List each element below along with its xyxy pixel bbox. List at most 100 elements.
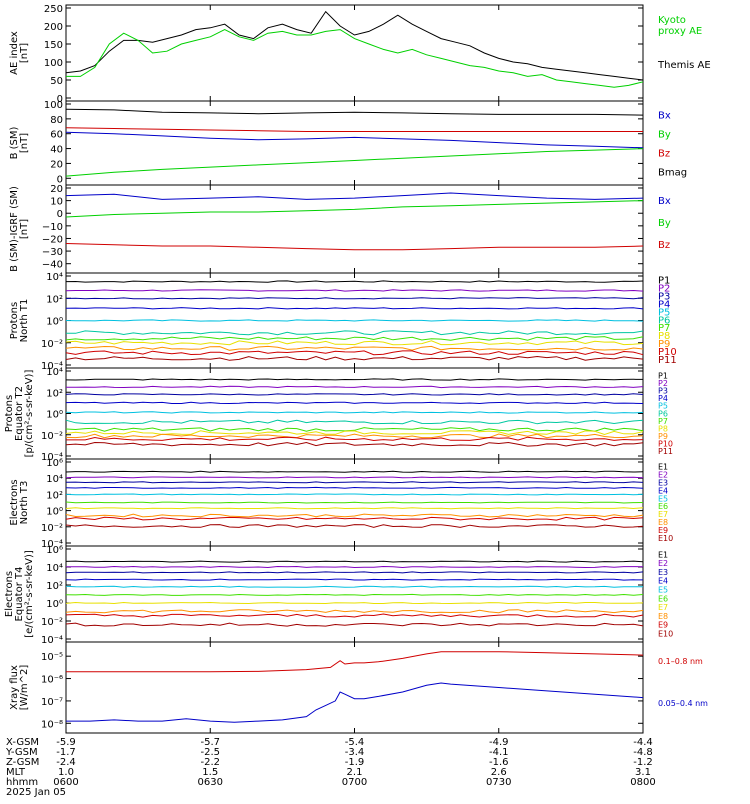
panel-6-legend-e1: E1 <box>658 463 668 472</box>
panel-8-ytick-label: 10⁻⁸ <box>41 719 63 730</box>
panel-6-legend-e2: E2 <box>658 471 668 480</box>
panel-4-legend-p2: P2 <box>658 284 670 295</box>
panel-8-ylabel: Xray flux <box>9 665 20 710</box>
panel-3-ylabel: B (SM)-IGRF (SM) <box>9 186 20 272</box>
panel-4-legend-p3: P3 <box>658 292 670 303</box>
panel-1-ytick-label: 0 <box>57 94 63 105</box>
panel-4-ytick-label: 10⁻² <box>41 339 63 350</box>
panel-4-ytick-label: 10⁴ <box>46 272 63 283</box>
footer-hhmm-value: 0630 <box>198 777 223 788</box>
panel-5-series-p11 <box>65 441 644 447</box>
panel-8-legend-0-1-0-8-nm: 0.1–0.8 nm <box>658 657 703 666</box>
panel-4-series-p9 <box>65 345 644 351</box>
panel-8-frame <box>65 641 644 734</box>
panel-1-ytick-label: 150 <box>44 40 63 51</box>
panel-6-legend-e6: E6 <box>658 502 668 511</box>
panel-6-series-e7 <box>65 507 644 510</box>
panel-3-ytick-label: 0 <box>57 209 63 220</box>
panel-1-ylabel: AE index <box>9 31 20 75</box>
panel-7-ylabel: [e/(cm²-s-sr-keV)] <box>24 550 35 638</box>
panel-5-legend-p9: P9 <box>658 432 668 441</box>
footer-z-value: -2.4 <box>56 757 76 768</box>
panel-1-legend-themis-ae: Themis AE <box>657 60 711 71</box>
panel-7-ylabel: Equator T4 <box>14 567 25 622</box>
footer-hhmm-value: 0600 <box>53 777 78 788</box>
panel-1-series-kyoto-proxy-ae <box>66 29 644 88</box>
panel-5-ylabel: [p/(cm²-s-sr-keV)] <box>24 370 35 458</box>
panel-4-ytick-label: 10⁰ <box>46 317 63 328</box>
panel-7-series-e10 <box>65 622 644 627</box>
panel-5-series-p3 <box>65 393 644 396</box>
panel-7-series-e6 <box>65 593 644 596</box>
footer-y-value: -2.5 <box>200 747 220 758</box>
panel-3-series-by <box>65 200 644 218</box>
panel-7-ylabel: Electrons <box>4 571 15 617</box>
footer-y-value: -4.1 <box>489 747 509 758</box>
footer-z-value: -1.2 <box>633 757 653 768</box>
panel-7-legend-e3: E3 <box>658 568 668 577</box>
panel-6-series-e2 <box>65 476 644 479</box>
footer-hhmm-value: 0800 <box>630 777 655 788</box>
panel-6-legend-e9: E9 <box>658 526 668 535</box>
footer-z-value: -1.6 <box>489 757 509 768</box>
panel-5-ylabel: Equator T2 <box>14 386 25 441</box>
panel-5-ylabel: Protons <box>4 395 15 432</box>
panel-4-legend-p7: P7 <box>658 323 670 334</box>
footer-y-value: -3.4 <box>345 747 365 758</box>
panel-3-ytick-label: 10 <box>50 197 63 208</box>
panel-2-ytick-label: 60 <box>50 130 63 141</box>
panel-4-series-p1 <box>65 280 644 283</box>
panel-6-legend-e4: E4 <box>658 486 668 495</box>
panel-1-series-themis-ae <box>65 10 644 81</box>
panel-3-ylabel: [nT] <box>19 219 30 239</box>
panel-6-ylabel: Electrons <box>9 479 20 525</box>
panel-3-ytick-label: −10 <box>42 222 63 233</box>
panel-5-legend-p10: P10 <box>658 439 673 448</box>
panel-7-legend-e4: E4 <box>658 577 668 586</box>
footer-y-value: -4.8 <box>633 747 653 758</box>
panel-5-series-p10 <box>66 436 644 442</box>
panel-2-legend-bmag: Bmag <box>658 167 687 178</box>
panel-2-ytick-label: 100 <box>44 100 63 111</box>
footer-mlt-value: 1.0 <box>58 767 74 778</box>
panel-6-series-e5 <box>65 493 644 496</box>
panel-4-legend-p8: P8 <box>658 331 670 342</box>
panel-8-ytick-label: 10⁻⁵ <box>41 652 63 663</box>
panel-6-legend-e5: E5 <box>658 494 668 503</box>
footer-mlt-value: 2.1 <box>347 767 363 778</box>
panel-5-legend-p2: P2 <box>658 379 668 388</box>
panel-2-ytick-label: 20 <box>50 159 63 170</box>
panel-7-legend-e10: E10 <box>658 629 673 638</box>
panel-4-series-p4 <box>65 307 644 310</box>
panel-5-series-p2 <box>66 385 644 389</box>
panel-7-series-e7 <box>65 601 644 605</box>
panel-7-legend-e2: E2 <box>658 559 668 568</box>
panel-6-legend-e3: E3 <box>658 479 668 488</box>
panel-4-series-p7 <box>65 335 644 341</box>
panel-8-series-0-05-0-4-nm <box>66 682 644 723</box>
panel-4-legend-p9: P9 <box>658 339 670 350</box>
panel-7-ytick-label: 10² <box>46 581 63 592</box>
panel-2-series-bz <box>65 127 643 132</box>
panel-8-series-0-1-0-8-nm <box>66 651 644 673</box>
panel-5-ytick-label: 10² <box>46 388 63 399</box>
panel-8-ytick-label: 10⁻⁶ <box>41 675 63 686</box>
panel-5-series-p9 <box>65 433 644 439</box>
panel-1-legend-proxy-ae: proxy AE <box>658 26 702 37</box>
panel-7-ytick-label: 10⁴ <box>46 563 63 574</box>
panel-4-ylabel: North T1 <box>19 299 30 343</box>
panel-5-legend-p6: P6 <box>658 409 668 418</box>
panel-5-series-p6 <box>65 419 644 425</box>
panel-7-series-e4 <box>65 578 644 581</box>
panel-6-series-e1 <box>65 470 644 473</box>
panel-1-ytick-label: 50 <box>50 76 63 87</box>
panel-5-legend-p4: P4 <box>658 394 668 403</box>
panel-6-ylabel: North T3 <box>19 481 30 525</box>
panel-1-ytick-label: 250 <box>44 4 63 15</box>
panel-4-ylabel: Protons <box>9 302 20 339</box>
footer-row-label-mlt: MLT <box>6 767 26 778</box>
panel-3-legend-bx: Bx <box>658 196 671 207</box>
panel-5-ytick-label: 10⁻² <box>41 431 63 442</box>
panel-4-legend-p6: P6 <box>658 315 670 326</box>
panel-2-series-by <box>65 148 644 177</box>
